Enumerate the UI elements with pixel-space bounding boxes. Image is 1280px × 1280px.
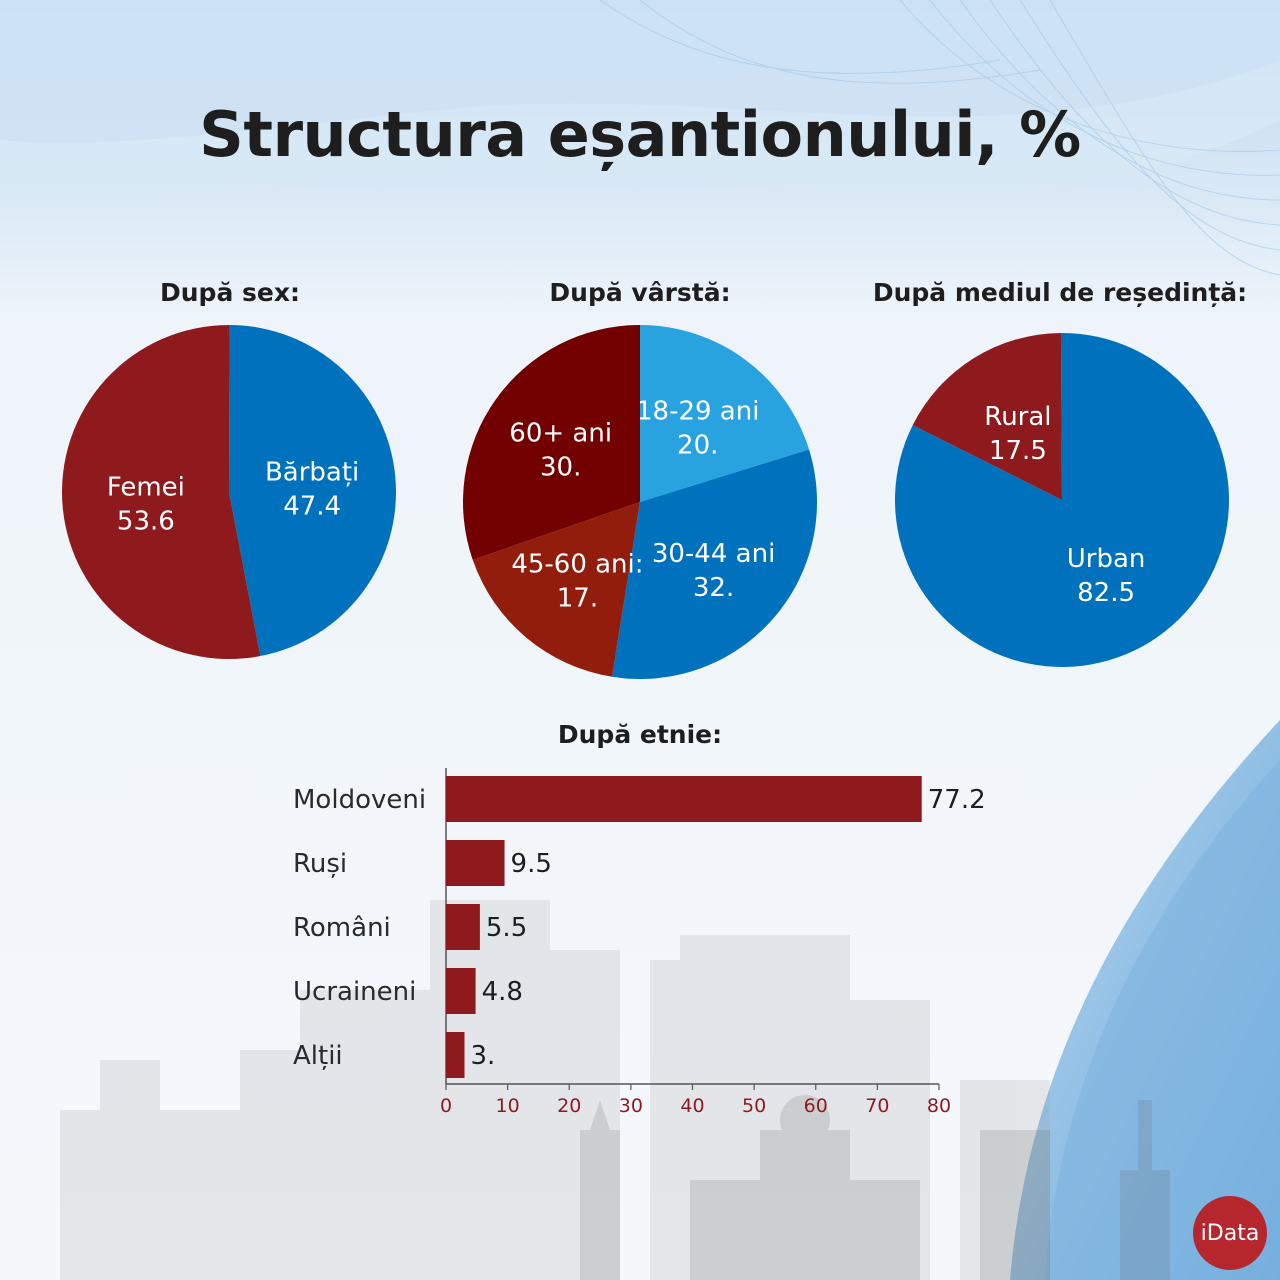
pie-label-residence-urban: Urban: [1067, 544, 1146, 574]
pie-value-sex-femei: 53.6: [117, 507, 175, 537]
pie-label-sex-b-rba-i: Bărbați: [265, 457, 359, 487]
x-tick-label-20: 20: [557, 1095, 581, 1117]
x-tick-label-50: 50: [742, 1095, 766, 1117]
bar-value-label-moldoveni: 77.2: [928, 785, 986, 815]
pie-label-age-18-29-ani: 18-29 ani: [636, 397, 759, 427]
bar-moldoveni: [446, 776, 922, 822]
bar-value-label-ucraineni: 4.8: [482, 977, 523, 1007]
pie-slice-age-45-60-ani: [472, 502, 640, 677]
pie-label-age-60-ani: 60+ ani: [509, 419, 612, 449]
pie-value-residence-rural: 17.5: [989, 436, 1047, 466]
bar-ru-i: [446, 840, 505, 886]
bar-value-label-rom-ni: 5.5: [486, 913, 527, 943]
pie-value-residence-urban: 82.5: [1077, 578, 1135, 608]
pie-label-age-30-44-ani: 30-44 ani: [652, 539, 775, 569]
bar-category-label-ucraineni: Ucraineni: [293, 977, 416, 1007]
bar-rom-ni: [446, 904, 480, 950]
pie-slice-residence-rural: [912, 333, 1062, 500]
x-tick-label-30: 30: [619, 1095, 643, 1117]
pie-slice-age-30-44-ani: [612, 449, 817, 679]
bar-category-label-moldoveni: Moldoveni: [293, 785, 426, 815]
pie-label-sex-femei: Femei: [107, 473, 185, 503]
x-tick-label-40: 40: [680, 1095, 704, 1117]
chart-title-sex: După sex:: [160, 278, 300, 307]
idata-logo: iData: [1193, 1196, 1267, 1270]
pie-value-age-60-ani: 30.: [540, 453, 581, 483]
pie-value-age-45-60-ani: 17.: [557, 584, 598, 614]
x-tick-label-0: 0: [440, 1095, 452, 1117]
bar-category-label-ru-i: Ruși: [293, 849, 347, 879]
x-tick-label-10: 10: [496, 1095, 520, 1117]
pie-slice-age-60-ani: [462, 325, 640, 560]
pie-slice-sex-femei: [62, 325, 261, 659]
x-tick-label-80: 80: [927, 1095, 951, 1117]
pie-value-sex-b-rba-i: 47.4: [283, 491, 341, 521]
bar-category-label-rom-ni: Români: [293, 913, 391, 943]
pie-label-residence-rural: Rural: [984, 402, 1051, 432]
bar-ucraineni: [446, 968, 476, 1014]
chart-title-ethnicity: După etnie:: [557, 720, 723, 749]
chart-title-residence: După mediul de reședință:: [872, 278, 1248, 307]
bar-value-label-ru-i: 9.5: [511, 849, 552, 879]
x-tick-label-70: 70: [865, 1095, 889, 1117]
pie-label-age-45-60-ani: 45-60 ani:: [511, 550, 643, 580]
pie-value-age-18-29-ani: 20.: [677, 431, 718, 461]
page-title: Structura eșantionului, %: [199, 98, 1081, 171]
pie-slice-sex-b-rba-i: [229, 325, 397, 657]
bar-value-label-al-ii: 3.: [470, 1041, 495, 1071]
bar-category-label-al-ii: Alții: [293, 1041, 343, 1071]
bar-al-ii: [446, 1032, 465, 1078]
chart-title-age: După vârstă:: [549, 278, 731, 307]
pie-value-age-30-44-ani: 32.: [693, 573, 734, 603]
pie-slice-age-18-29-ani: [640, 325, 810, 502]
x-tick-label-60: 60: [804, 1095, 828, 1117]
